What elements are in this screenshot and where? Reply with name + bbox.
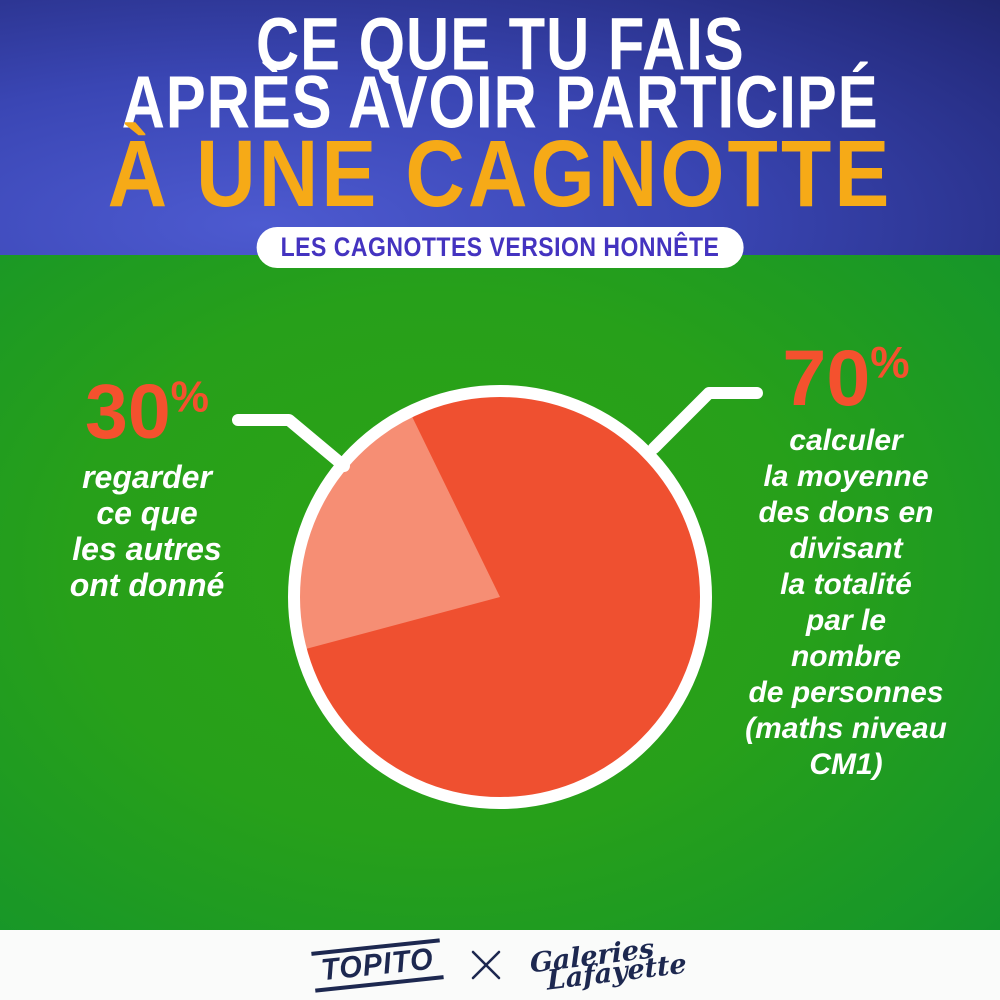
x-collab-icon: [471, 950, 501, 980]
title-line-1: CE QUE TU FAIS: [255, 2, 745, 86]
callout-line: calculer: [789, 424, 903, 457]
callout-line-left: [232, 414, 350, 472]
footer-bar: TOPITO Galeries Lafayette: [0, 930, 1000, 1000]
subtitle-badge-label: LES CAGNOTTES VERSION HONNÊTE: [280, 231, 720, 262]
topito-logo: TOPITO: [311, 937, 444, 993]
callout-30: 30% regarder ce que les autres ont donné: [28, 369, 266, 604]
callout-line: nombre: [790, 640, 901, 673]
callout-line: ont donné: [69, 567, 225, 603]
callout-line: de personnes: [748, 676, 944, 709]
callout-line: divisant: [789, 532, 903, 565]
callout-line: regarder: [82, 459, 212, 495]
pie-ring: [288, 385, 712, 809]
callout-line: (maths niveau: [745, 712, 947, 745]
title-line-2: APRÈS AVOIR PARTICIPÉ: [121, 60, 879, 144]
callout-70: 70% calculer la moyenne des dons en divisan…: [714, 338, 978, 783]
title-line-3: À UNE CAGNOTTE: [107, 120, 893, 226]
callout-line: par le: [805, 604, 887, 637]
callout-line: les autres: [72, 531, 222, 567]
callout-line: CM1): [809, 748, 883, 781]
galeries-lafayette-logo: Galeries Lafayette: [529, 933, 688, 997]
callout-30-percent: 30%: [85, 369, 209, 455]
callout-30-label: regarder ce que les autres ont donné: [28, 459, 266, 603]
header-banner: CE QUE TU FAIS APRÈS AVOIR PARTICIPÉ À U…: [0, 0, 1000, 255]
callout-70-percent: 70%: [782, 333, 910, 422]
callout-70-label: calculer la moyenne des dons en divisant la …: [714, 423, 978, 783]
callout-line: la totalité: [780, 568, 912, 601]
callout-line: des dons en: [758, 496, 934, 529]
subtitle-badge: LES CAGNOTTES VERSION HONNÊTE: [256, 227, 744, 268]
callout-line: la moyenne: [763, 460, 929, 493]
callout-line-right: [648, 387, 763, 454]
callout-line: ce que: [96, 495, 198, 531]
